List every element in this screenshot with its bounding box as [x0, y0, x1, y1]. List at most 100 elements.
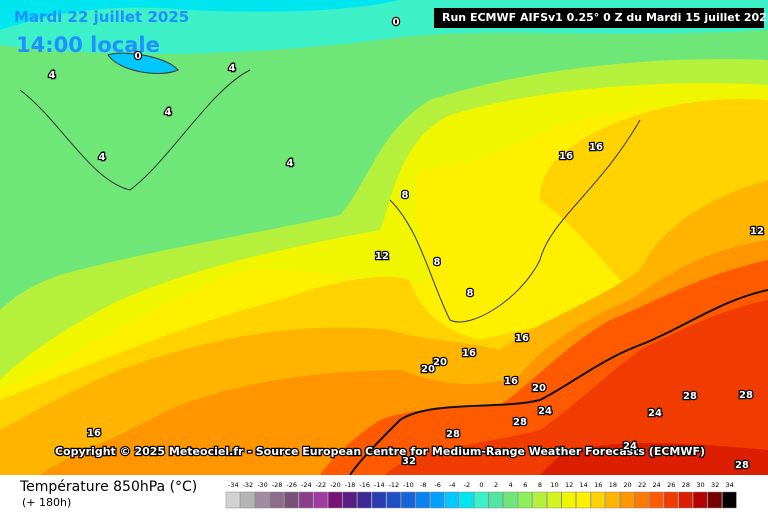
legend-swatch	[517, 491, 533, 509]
contour-label: 4	[287, 158, 294, 169]
legend-tick-label: 4	[509, 481, 513, 489]
legend-swatch	[254, 491, 270, 509]
contour-label: 8	[434, 257, 441, 268]
legend-tick-label: -4	[449, 481, 455, 489]
legend-tick-label: -26	[286, 481, 297, 489]
legend-swatch	[225, 491, 241, 509]
legend-swatch	[605, 491, 620, 509]
legend-swatch	[386, 491, 401, 509]
contour-label: 12	[750, 226, 764, 237]
zone	[0, 0, 400, 30]
legend-tick-label: 24	[653, 481, 661, 489]
legend-swatch	[400, 491, 416, 509]
coastline	[19, 69, 641, 323]
run-label: Run ECMWF AIFSv1 0.25° 0 Z du Mardi 15 j…	[442, 11, 768, 24]
contour-label: 28	[683, 391, 697, 402]
legend-swatch	[298, 491, 314, 509]
legend-title: Température 850hPa (°C)	[19, 479, 197, 495]
legend-tick-label: -24	[301, 481, 312, 489]
legend-swatch	[722, 491, 737, 509]
legend-swatch	[532, 491, 547, 509]
legend-swatch	[488, 491, 504, 509]
contour-label: 0	[393, 17, 400, 28]
legend-tick-label: 18	[609, 481, 617, 489]
legend-tick-label: 14	[580, 481, 588, 489]
legend-tick-label: 20	[623, 481, 631, 489]
legend-tick-label: 22	[638, 481, 646, 489]
legend-tick-label: -28	[272, 481, 283, 489]
legend-swatch	[707, 491, 723, 509]
legend-tick-label: 12	[565, 481, 573, 489]
legend-swatch	[284, 491, 299, 509]
legend-tick-label: -20	[330, 481, 341, 489]
legend-swatch	[342, 491, 358, 509]
legend-swatch	[692, 491, 708, 509]
legend-swatch	[240, 491, 255, 509]
copyright: Copyright © 2025 Meteociel.fr - Source E…	[55, 445, 705, 458]
legend-swatch	[546, 491, 562, 509]
contour-label: 16	[504, 376, 518, 387]
contour-label: 24	[538, 406, 552, 417]
legend-swatch	[371, 491, 387, 509]
legend-tick-label: 30	[696, 481, 704, 489]
legend-tick-label: 26	[667, 481, 675, 489]
contour-label: 20	[433, 357, 447, 368]
legend-tick-label: 28	[682, 481, 690, 489]
legend-tick-label: -30	[257, 481, 268, 489]
legend-swatch	[503, 491, 518, 509]
run-box	[434, 8, 764, 28]
legend-swatch	[473, 491, 489, 509]
contour-label: 32	[402, 456, 416, 467]
legend-swatch	[313, 491, 328, 509]
legend-tick-label: 32	[711, 481, 719, 489]
zone	[540, 443, 768, 475]
legend-tick-label: 16	[594, 481, 602, 489]
contour-label: 4	[165, 107, 172, 118]
legend-subtitle: (+ 180h)	[22, 496, 71, 509]
legend-tick-label: -16	[359, 481, 370, 489]
legend-tick-label: -10	[403, 481, 414, 489]
legend-swatch	[678, 491, 693, 509]
legend-tick-label: 0	[479, 481, 483, 489]
legend-swatch	[649, 491, 664, 509]
contour-label: 0	[135, 51, 142, 62]
time-label: 14:00 locale	[16, 33, 160, 57]
legend-tick-label: 34	[726, 481, 734, 489]
contour-label: 28	[446, 429, 460, 440]
legend-tick-label: 10	[550, 481, 558, 489]
contour-label: 28	[735, 460, 749, 471]
contour-label: 16	[462, 348, 476, 359]
contour-label: 28	[739, 390, 753, 401]
contour-label: 12	[375, 251, 389, 262]
legend-swatch	[430, 491, 445, 509]
contour-label: 24	[648, 408, 662, 419]
date-label: Mardi 22 juillet 2025	[14, 8, 189, 26]
legend-swatch	[459, 491, 474, 509]
legend-swatch	[634, 491, 650, 509]
legend-tick-label: 8	[538, 481, 542, 489]
contour-label: 4	[99, 152, 106, 163]
contour-label: 16	[589, 142, 603, 153]
legend-swatch	[269, 491, 285, 509]
legend-swatch	[415, 491, 431, 509]
contour-label: 24	[623, 441, 637, 452]
contour-label: 8	[467, 288, 474, 299]
legend-tick-label: -32	[243, 481, 254, 489]
legend-tick-label: -12	[389, 481, 400, 489]
contour-label: 4	[229, 63, 236, 74]
legend-swatch	[576, 491, 591, 509]
legend-swatch	[444, 491, 460, 509]
zone	[385, 300, 768, 475]
contour-label: 20	[421, 364, 435, 375]
contour-label: 28	[513, 417, 527, 428]
lake	[107, 52, 179, 74]
legend-tick-label: -8	[420, 481, 426, 489]
legend-tick-label: -6	[434, 481, 440, 489]
legend-swatch	[590, 491, 606, 509]
legend-tick-label: 6	[523, 481, 527, 489]
legend-tick-label: 2	[494, 481, 498, 489]
legend-tick-label: -2	[464, 481, 470, 489]
legend-swatch	[619, 491, 635, 509]
